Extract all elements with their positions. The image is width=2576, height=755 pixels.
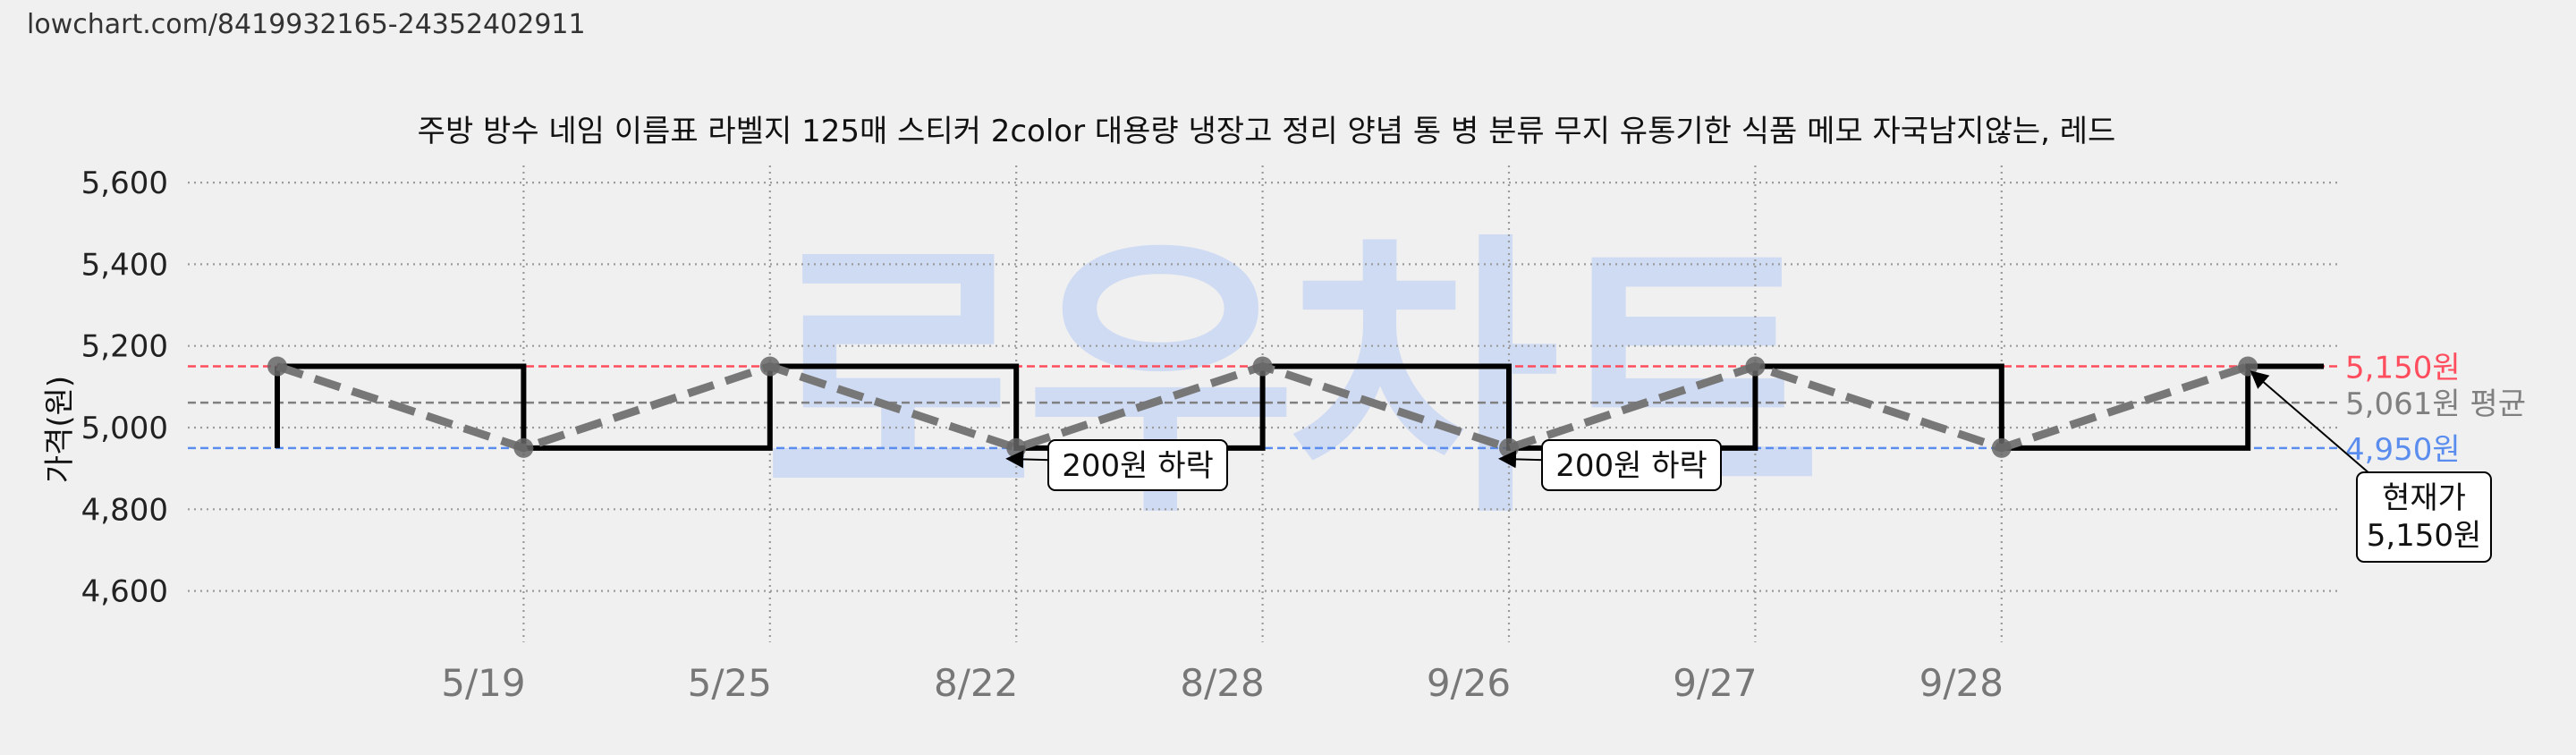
x-tick-label: 5/25 — [688, 661, 772, 705]
data-point — [1252, 356, 1273, 377]
data-point — [2238, 356, 2258, 377]
y-tick-label: 5,400 — [81, 247, 168, 283]
y-tick-label: 4,600 — [81, 574, 168, 610]
x-tick-label: 8/28 — [1180, 661, 1264, 705]
page-url[interactable]: lowchart.com/8419932165-24352402911 — [27, 9, 586, 40]
y-axis-label: 가격(원) — [42, 376, 78, 483]
watermark: 로우차트 — [763, 209, 1814, 553]
data-point — [1991, 437, 2012, 458]
annotation-text: 현재가 — [2382, 480, 2466, 516]
step-line — [277, 363, 2324, 451]
x-tick-label: 5/19 — [441, 661, 525, 705]
annotation-text: 200원 하락 — [1062, 448, 1214, 484]
x-tick-label: 9/26 — [1427, 661, 1511, 705]
data-point — [267, 356, 287, 377]
data-point — [1006, 437, 1027, 458]
data-point — [1499, 437, 1519, 458]
annotation-box — [2356, 471, 2492, 563]
y-tick-label: 5,600 — [81, 165, 168, 201]
data-point — [759, 356, 780, 377]
series-layer — [267, 356, 2324, 458]
annotation-text: 200원 하락 — [1555, 448, 1707, 484]
annotation-box — [1541, 439, 1722, 491]
reference-line-label: 5,061원 평균 — [2345, 386, 2526, 422]
data-point — [513, 437, 534, 458]
annotation-text: 5,150원 — [2367, 518, 2482, 554]
data-point — [1745, 356, 1766, 377]
annotation-box — [1047, 439, 1228, 491]
chart-title: 주방 방수 네임 이름표 라벨지 125매 스티커 2color 대용량 냉장고… — [418, 114, 2116, 149]
reference-line-label: 5,150원 — [2345, 351, 2461, 386]
reference-line-label: 4,950원 — [2345, 432, 2461, 468]
x-tick-label: 9/28 — [1919, 661, 2004, 705]
x-tick-label: 9/27 — [1673, 661, 1757, 705]
y-tick-label: 5,200 — [81, 329, 168, 365]
y-tick-label: 5,000 — [81, 411, 168, 446]
x-tick-label: 8/22 — [934, 661, 1018, 705]
annotation-arrow — [2250, 370, 2371, 475]
axis-labels: 4,600 4,800 5,000 5,200 5,400 5,600 5/19 5/25 8/… — [81, 165, 2004, 705]
y-tick-label: 4,800 — [81, 492, 168, 528]
